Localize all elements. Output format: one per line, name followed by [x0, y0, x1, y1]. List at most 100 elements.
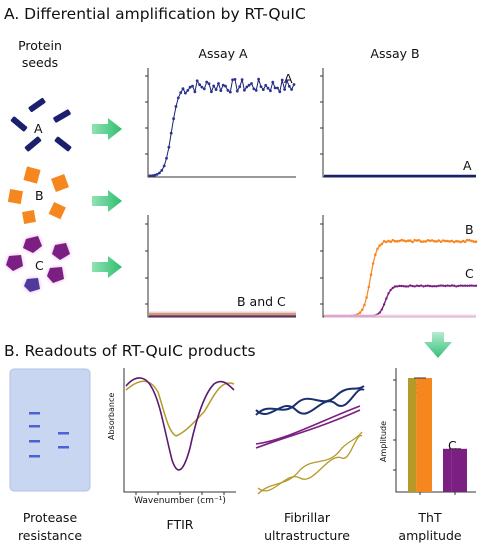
data-point-a: [287, 84, 291, 88]
assay-b-heading: Assay B: [370, 46, 420, 61]
data-point-c: [404, 285, 408, 288]
data-point-b: [463, 240, 467, 243]
section-a-title: A. Differential amplification by RT-QuIC: [4, 5, 306, 23]
data-point-a: [176, 96, 180, 100]
data-point-c: [400, 284, 403, 288]
tht-plot: [393, 368, 476, 495]
data-point-b: [398, 239, 401, 243]
gel-caption-2: resistance: [17, 528, 83, 543]
section-b-title: B. Readouts of RT-QuIC products: [4, 342, 256, 360]
data-point-c: [380, 308, 384, 311]
curve-bottom-right-c: [323, 284, 478, 318]
data-point-c: [417, 284, 421, 288]
data-point-a: [240, 78, 244, 81]
gel-band: [29, 412, 40, 415]
data-point-a: [259, 85, 263, 88]
gel-band: [58, 446, 69, 449]
data-point-a: [212, 84, 216, 88]
data-point-b: [374, 253, 377, 256]
gel-band: [29, 425, 40, 428]
data-point-b: [409, 239, 412, 242]
data-point-b: [411, 240, 414, 244]
data-point-a: [278, 90, 282, 94]
data-point-b: [448, 240, 452, 243]
data-point-c: [393, 285, 397, 288]
data-point-b: [446, 239, 449, 243]
data-point-b: [450, 239, 454, 243]
data-point-a: [252, 87, 256, 91]
seed-a-label: A: [34, 121, 43, 136]
protease-gel: [9, 368, 91, 492]
data-point-a: [261, 88, 265, 91]
data-point-a: [181, 87, 185, 91]
data-point-c: [411, 284, 414, 288]
data-point-a: [174, 105, 178, 108]
data-point-a: [245, 85, 249, 89]
data-point-c: [446, 284, 449, 287]
data-point-c: [474, 284, 478, 287]
data-point-a: [226, 89, 230, 92]
panel-label-bottom-right-c: C: [465, 266, 474, 281]
arrow-a-icon: [92, 118, 122, 140]
data-point-b: [474, 240, 478, 243]
data-point-b: [422, 240, 425, 243]
data-point-a: [162, 164, 166, 168]
data-point-c: [428, 284, 432, 288]
data-point-b: [459, 240, 463, 244]
data-point-a: [186, 89, 190, 92]
data-point-b: [470, 239, 473, 243]
data-point-b: [435, 240, 438, 243]
data-point-c: [398, 284, 401, 288]
data-point-b: [358, 311, 362, 315]
data-point-a: [292, 83, 296, 86]
data-point-b: [468, 238, 471, 242]
data-point-a: [153, 173, 157, 177]
data-point-b: [439, 240, 443, 244]
data-point-a: [198, 83, 202, 87]
data-point-a: [210, 90, 213, 94]
data-point-a: [193, 90, 197, 94]
data-point-c: [378, 311, 381, 314]
ftir-caption: FTIR: [166, 517, 194, 532]
data-point-b: [385, 240, 388, 244]
panel-label-bottom-left: B and C: [237, 294, 286, 309]
fibril-caption-2: ultrastructure: [264, 528, 350, 543]
data-point-a: [266, 86, 270, 90]
data-point-c: [396, 285, 399, 288]
data-point-c: [450, 284, 454, 287]
data-point-a: [214, 88, 218, 91]
data-point-a: [151, 174, 154, 178]
data-point-b: [420, 240, 423, 243]
down-arrow-icon: [424, 332, 452, 358]
data-point-c: [437, 284, 440, 287]
data-point-a: [250, 82, 253, 85]
curve-bottom-right-b: [323, 238, 478, 318]
arrow-b-icon: [92, 190, 122, 212]
data-point-a: [264, 83, 268, 87]
data-point-a: [228, 90, 232, 94]
data-point-a: [217, 82, 220, 85]
data-point-c: [439, 284, 443, 287]
seed-b-label: B: [35, 188, 44, 203]
data-point-a: [148, 174, 152, 178]
data-point-a: [179, 91, 183, 95]
data-point-c: [431, 285, 434, 288]
data-point-b: [455, 239, 458, 243]
data-point-b: [406, 239, 410, 242]
data-point-b: [424, 240, 428, 243]
data-point-b: [378, 244, 382, 247]
data-point-b: [433, 240, 436, 243]
data-point-b: [402, 239, 406, 242]
data-point-b: [395, 240, 399, 243]
data-point-a: [219, 89, 223, 92]
gel-caption-1: Protease: [22, 510, 78, 525]
seed-arrows: [92, 118, 122, 278]
data-point-c: [455, 285, 458, 288]
data-point-a: [290, 88, 293, 91]
data-point-b: [365, 296, 368, 299]
data-point-c: [457, 284, 460, 288]
data-point-c: [415, 284, 419, 287]
data-point-c: [470, 284, 473, 287]
data-point-c: [409, 284, 412, 287]
data-point-b: [441, 239, 445, 242]
